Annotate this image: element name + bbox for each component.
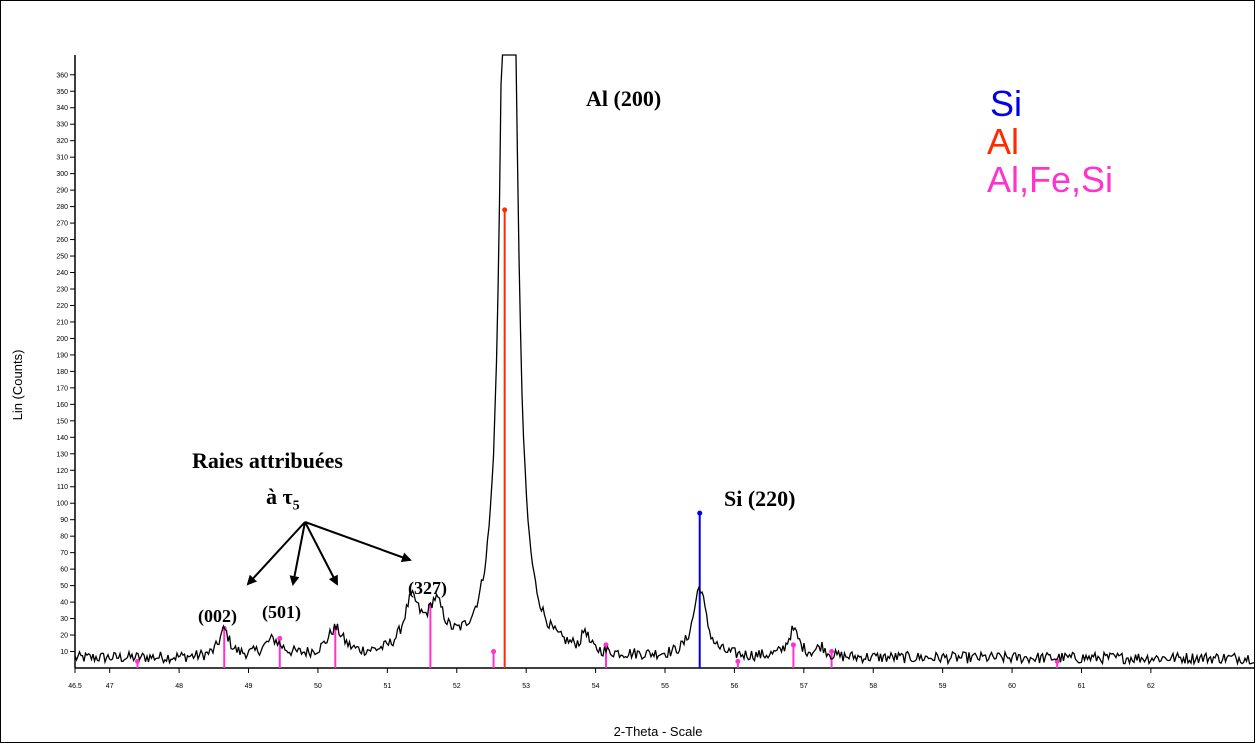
y-tick-label: 350 — [56, 89, 68, 96]
y-tick-label: 340 — [56, 105, 68, 112]
arrow-to-501 — [289, 521, 306, 586]
y-tick-label: 200 — [56, 336, 68, 343]
reference-marker — [134, 658, 140, 664]
arrow-to-002 — [246, 521, 306, 586]
y-tick-label: 190 — [56, 352, 68, 359]
diffraction-pattern-line — [74, 54, 1255, 667]
x-tick-label: 49 — [245, 683, 253, 690]
reference-marker — [829, 649, 835, 655]
raies-label-text: à τ — [266, 484, 293, 509]
reference-marker — [1054, 658, 1060, 664]
reference-marker — [697, 510, 703, 516]
legend-al: Al — [987, 121, 1020, 162]
y-tick-label: 270 — [56, 221, 68, 228]
y-axis-label: Lin (Counts) — [10, 350, 25, 421]
al-200-label: Al (200) — [586, 86, 662, 111]
x-tick-label: 51 — [383, 683, 391, 690]
y-tick-label: 110 — [57, 484, 68, 491]
y-tick-label: 50 — [60, 583, 68, 590]
axes — [74, 55, 1255, 669]
x-tick-label: 56 — [731, 683, 739, 690]
x-tick-label: 46.5 — [68, 683, 82, 690]
x-tick-label: 50 — [314, 683, 322, 690]
y-tick-label: 80 — [60, 534, 68, 541]
legend-si: Si — [990, 83, 1023, 124]
y-tick-label: 140 — [56, 435, 68, 442]
x-tick-label: 47 — [106, 683, 114, 690]
y-tick-label: 90 — [60, 517, 68, 524]
x-tick-label: 60 — [1008, 683, 1016, 690]
y-tick-label: 330 — [56, 122, 68, 129]
x-tick-label: 62 — [1147, 683, 1155, 690]
peak-327-label: (327) — [408, 578, 447, 598]
x-ticks: 46.5 47 48 49 50 51 52 53 54 55 56 57 58 59 60 61 62 — [68, 668, 1155, 690]
y-tick-label: 220 — [56, 303, 68, 310]
x-tick-label: 48 — [175, 683, 183, 690]
y-tick-label: 160 — [56, 402, 68, 409]
peak-501-label: (501) — [262, 602, 301, 622]
x-tick-label: 52 — [453, 683, 461, 690]
si-220-label: Si (220) — [724, 486, 796, 511]
x-tick-label: 57 — [800, 683, 808, 690]
reference-marker — [277, 635, 283, 641]
y-tick-label: 10 — [60, 649, 68, 656]
raies-label-line2: à τ5 — [266, 484, 300, 514]
arrow-to-501b — [304, 521, 338, 586]
x-axis-label: 2-Theta - Scale — [614, 724, 703, 739]
x-tick-label: 58 — [869, 683, 877, 690]
legend-alfesi: Al,Fe,Si — [987, 159, 1114, 200]
raies-label-line1: Raies attribuées — [192, 448, 343, 473]
arrow-to-327 — [304, 521, 412, 562]
x-tick-label: 59 — [939, 683, 947, 690]
y-tick-label: 150 — [56, 418, 68, 425]
y-tick-label: 320 — [56, 138, 68, 145]
y-tick-label: 210 — [56, 319, 68, 326]
x-tick-label: 61 — [1078, 683, 1086, 690]
y-tick-label: 40 — [60, 600, 68, 607]
reference-marker — [502, 207, 508, 213]
y-tick-label: 180 — [56, 369, 68, 376]
y-tick-label: 130 — [56, 451, 68, 458]
raies-label-subscript: 5 — [292, 498, 300, 514]
y-tick-label: 260 — [56, 237, 68, 244]
y-tick-label: 280 — [56, 204, 68, 211]
y-tick-label: 230 — [56, 286, 68, 293]
x-tick-label: 53 — [522, 683, 530, 690]
y-tick-label: 20 — [60, 633, 68, 640]
x-tick-label: 55 — [661, 683, 669, 690]
y-tick-label: 100 — [56, 501, 68, 508]
x-tick-label: 54 — [592, 683, 600, 690]
peak-002-label: (002) — [198, 606, 237, 626]
y-ticks: 10 20 30 40 50 60 70 80 90 100 110 120 130 140 150 160 1… — [56, 72, 75, 656]
reference-lines — [134, 207, 1060, 668]
y-tick-label: 120 — [56, 468, 68, 475]
reference-marker — [790, 642, 796, 648]
y-tick-label: 360 — [56, 72, 68, 79]
y-tick-label: 240 — [56, 270, 68, 277]
y-tick-label: 60 — [60, 567, 68, 574]
y-tick-label: 290 — [56, 188, 68, 195]
y-tick-label: 300 — [56, 171, 68, 178]
y-tick-label: 170 — [56, 385, 68, 392]
annotation-arrows — [246, 521, 412, 586]
y-tick-label: 70 — [60, 550, 68, 557]
reference-marker — [735, 658, 741, 664]
reference-marker — [491, 649, 497, 655]
y-tick-label: 310 — [56, 155, 68, 162]
y-tick-label: 30 — [60, 616, 68, 623]
y-tick-label: 250 — [56, 254, 68, 261]
